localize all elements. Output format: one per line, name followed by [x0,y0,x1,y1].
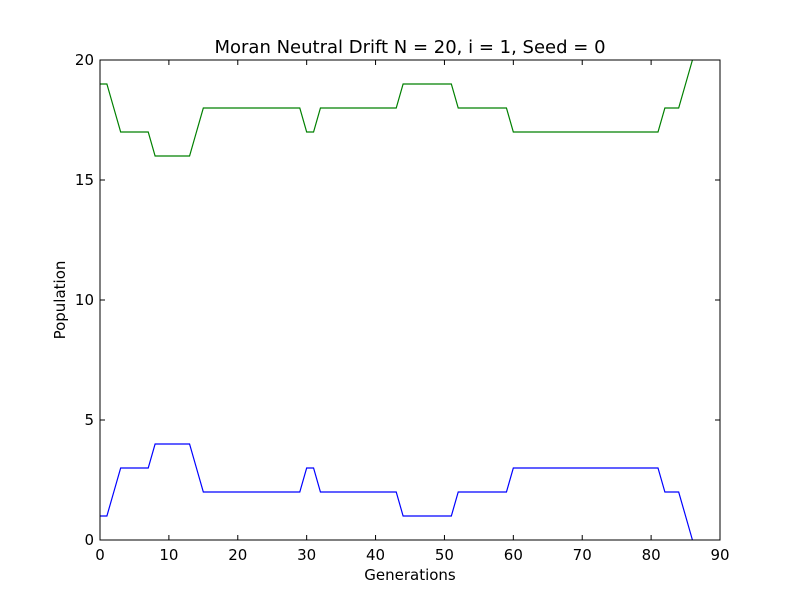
y-tick-label: 0 [84,531,94,549]
series-line-1 [100,443,694,541]
x-tick-label: 50 [435,546,454,564]
x-tick-label: 40 [366,546,385,564]
x-tick-label: 20 [228,546,247,564]
series-layer [100,59,694,541]
x-tick-label: 90 [710,546,729,564]
x-tick-label: 30 [297,546,316,564]
series-line-2 [100,59,694,157]
chart-title: Moran Neutral Drift N = 20, i = 1, Seed … [214,37,605,58]
y-tick-label: 20 [75,51,94,69]
y-axis-label: Population [51,261,69,340]
x-axis: 0 10 20 30 40 50 60 70 80 90 [95,60,730,564]
x-tick-label: 70 [573,546,592,564]
x-tick-label: 80 [642,546,661,564]
y-axis: 0 5 10 15 20 [75,51,720,549]
x-axis-label: Generations [364,566,456,584]
x-tick-label: 10 [159,546,178,564]
x-tick-label: 0 [95,546,105,564]
y-tick-label: 5 [84,411,94,429]
plot-background [100,60,720,540]
y-tick-label: 10 [75,291,94,309]
x-tick-label: 60 [504,546,523,564]
y-tick-label: 15 [75,171,94,189]
